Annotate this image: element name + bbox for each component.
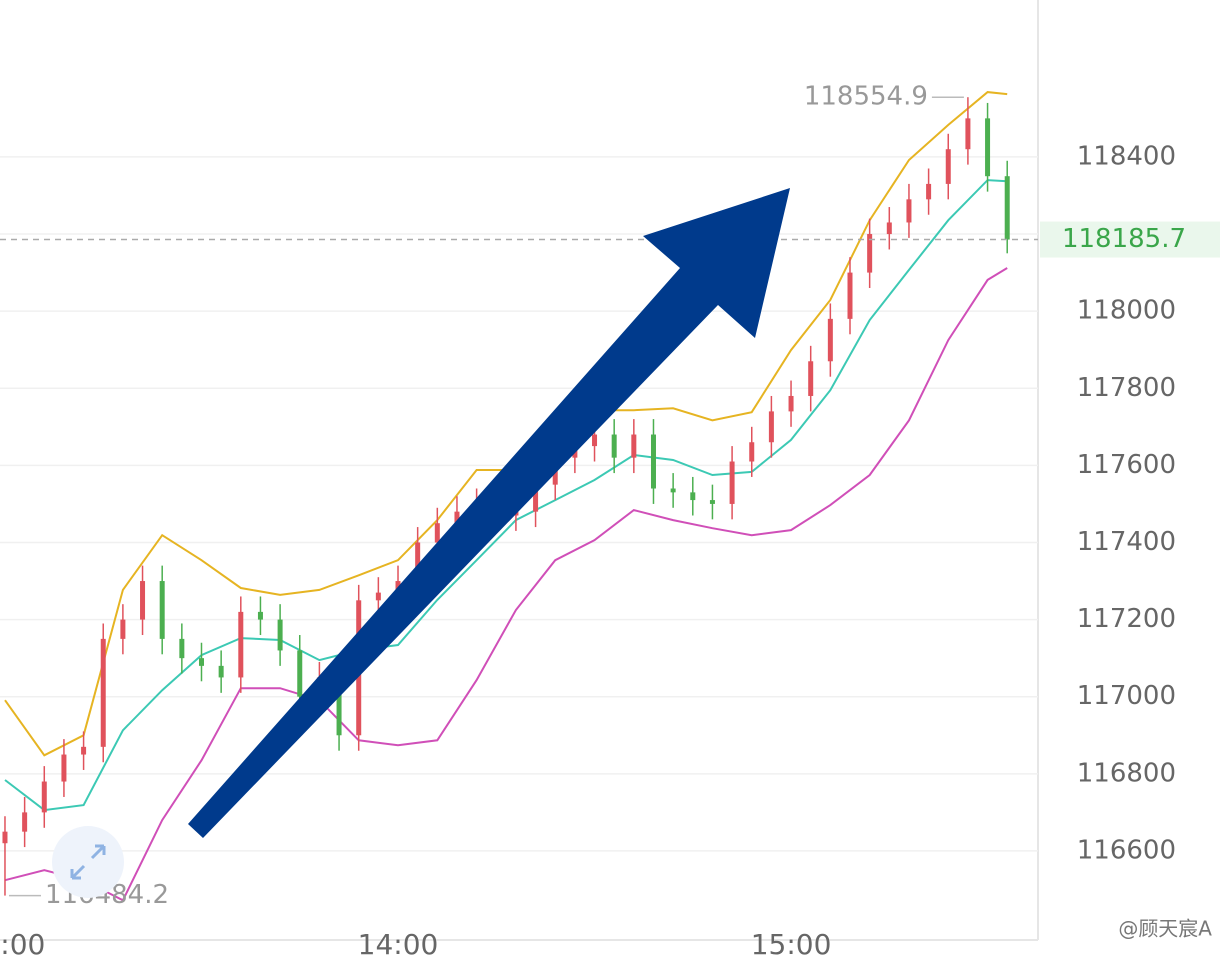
candle-body — [454, 511, 460, 524]
candle-body — [867, 234, 873, 273]
max-label: 118554.9 — [804, 82, 928, 112]
last-price-label: 118185.7 — [1062, 224, 1186, 254]
candle-body — [729, 461, 735, 504]
candle-body — [238, 611, 244, 678]
y-tick-label: 117600 — [1077, 450, 1176, 480]
candle-body — [198, 658, 204, 666]
candle-body — [22, 812, 28, 832]
y-tick-label: 116800 — [1077, 758, 1176, 788]
candle-body — [886, 222, 892, 235]
candle-body — [847, 272, 853, 319]
watermark: @顾天宸A — [1118, 917, 1212, 941]
candle-body — [592, 434, 598, 447]
trend-arrow — [188, 188, 790, 838]
candle-body — [375, 592, 381, 601]
candle-body — [611, 434, 617, 458]
candle-body — [61, 754, 67, 782]
y-tick-label: 117000 — [1077, 681, 1176, 711]
candle-body — [179, 638, 185, 659]
candle-body — [277, 619, 283, 651]
candle-body — [257, 611, 263, 620]
candle-body — [336, 677, 342, 736]
candle-body — [159, 581, 165, 639]
candle-body — [650, 434, 656, 489]
y-tick-label: 118000 — [1077, 296, 1176, 326]
candle-body — [945, 149, 951, 184]
candle-body — [1004, 176, 1010, 240]
expand-icon — [70, 844, 106, 880]
y-tick-label: 117800 — [1077, 373, 1176, 403]
candle-body — [100, 638, 106, 747]
candle-body — [768, 411, 774, 443]
candle-body — [690, 492, 696, 501]
candle-body — [297, 650, 303, 697]
y-tick-label: 117200 — [1077, 604, 1176, 634]
candle-body — [434, 523, 440, 543]
candle-body — [415, 542, 421, 582]
candle-body — [218, 665, 224, 678]
candle-body — [749, 442, 755, 462]
x-tick-label: 14:00 — [358, 928, 439, 956]
candle-body — [808, 361, 814, 396]
candle-body — [41, 781, 47, 813]
candle-body — [670, 488, 676, 493]
y-tick-label: 116600 — [1077, 835, 1176, 865]
candle-body — [140, 581, 146, 620]
candle-body — [985, 118, 991, 177]
candle-body — [709, 500, 715, 504]
candle-body — [906, 199, 912, 223]
last-price-bg — [1040, 221, 1220, 258]
y-tick-label: 118400 — [1077, 141, 1176, 171]
candle-body — [631, 434, 637, 458]
x-tick-label: 15:00 — [751, 928, 832, 956]
y-tick-label: 117400 — [1077, 527, 1176, 557]
plot-area — [0, 91, 1038, 902]
candle-body — [965, 118, 971, 150]
candle-body — [533, 484, 539, 512]
band-lower — [4, 267, 1008, 902]
candle-body — [120, 619, 126, 639]
candle-body — [2, 831, 8, 844]
candle-body — [81, 746, 87, 755]
expand-button[interactable] — [52, 826, 124, 898]
candle-body — [788, 395, 794, 412]
candle-body — [926, 183, 932, 200]
candle-body — [827, 318, 833, 362]
x-tick-label: 13:00 — [0, 928, 45, 956]
